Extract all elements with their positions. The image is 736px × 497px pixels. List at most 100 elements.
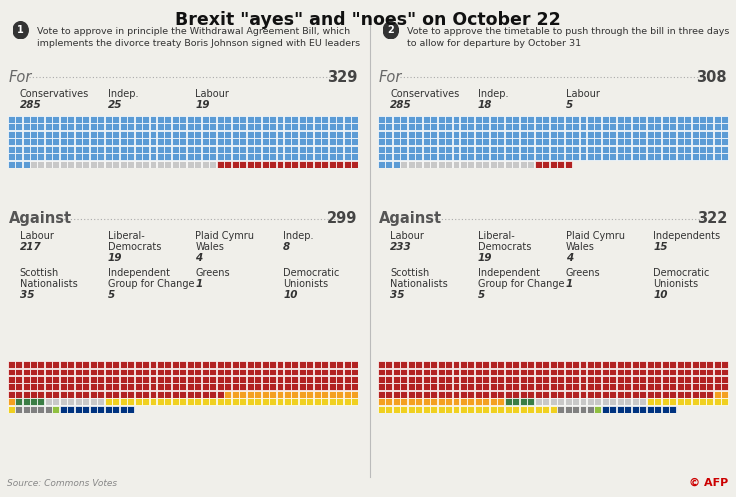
FancyBboxPatch shape (534, 368, 542, 375)
FancyBboxPatch shape (202, 384, 209, 390)
FancyBboxPatch shape (45, 384, 52, 390)
FancyBboxPatch shape (707, 399, 713, 406)
FancyBboxPatch shape (707, 391, 713, 398)
FancyBboxPatch shape (239, 368, 246, 375)
FancyBboxPatch shape (7, 368, 15, 375)
FancyBboxPatch shape (482, 368, 489, 375)
FancyBboxPatch shape (52, 368, 60, 375)
FancyBboxPatch shape (386, 406, 392, 413)
FancyBboxPatch shape (490, 391, 497, 398)
FancyBboxPatch shape (647, 368, 654, 375)
FancyBboxPatch shape (512, 376, 519, 383)
FancyBboxPatch shape (386, 376, 392, 383)
FancyBboxPatch shape (127, 391, 134, 398)
FancyBboxPatch shape (217, 399, 224, 406)
FancyBboxPatch shape (557, 391, 564, 398)
FancyBboxPatch shape (351, 123, 358, 130)
FancyBboxPatch shape (408, 406, 414, 413)
FancyBboxPatch shape (602, 391, 609, 398)
Text: 25: 25 (107, 100, 122, 110)
FancyBboxPatch shape (565, 138, 572, 145)
FancyBboxPatch shape (490, 399, 497, 406)
FancyBboxPatch shape (120, 368, 127, 375)
FancyBboxPatch shape (194, 376, 202, 383)
FancyBboxPatch shape (609, 138, 616, 145)
Text: Against: Against (9, 211, 72, 226)
FancyBboxPatch shape (7, 161, 15, 167)
FancyBboxPatch shape (617, 131, 624, 138)
FancyBboxPatch shape (721, 399, 729, 406)
FancyBboxPatch shape (157, 368, 164, 375)
FancyBboxPatch shape (595, 399, 601, 406)
FancyBboxPatch shape (640, 153, 646, 160)
FancyBboxPatch shape (520, 391, 527, 398)
FancyBboxPatch shape (202, 361, 209, 368)
FancyBboxPatch shape (595, 406, 601, 413)
FancyBboxPatch shape (224, 376, 231, 383)
FancyBboxPatch shape (714, 153, 721, 160)
FancyBboxPatch shape (180, 123, 186, 130)
FancyBboxPatch shape (299, 161, 306, 167)
FancyBboxPatch shape (662, 361, 668, 368)
FancyBboxPatch shape (408, 161, 414, 167)
FancyBboxPatch shape (460, 361, 467, 368)
FancyBboxPatch shape (15, 391, 22, 398)
FancyBboxPatch shape (699, 391, 706, 398)
FancyBboxPatch shape (164, 161, 171, 167)
FancyBboxPatch shape (647, 131, 654, 138)
FancyBboxPatch shape (684, 146, 691, 153)
FancyBboxPatch shape (542, 384, 549, 390)
FancyBboxPatch shape (209, 138, 216, 145)
FancyBboxPatch shape (38, 123, 44, 130)
FancyBboxPatch shape (269, 368, 276, 375)
FancyBboxPatch shape (624, 361, 631, 368)
FancyBboxPatch shape (460, 153, 467, 160)
FancyBboxPatch shape (105, 376, 112, 383)
FancyBboxPatch shape (445, 376, 452, 383)
FancyBboxPatch shape (112, 391, 119, 398)
FancyBboxPatch shape (527, 406, 534, 413)
FancyBboxPatch shape (75, 368, 82, 375)
FancyBboxPatch shape (329, 384, 336, 390)
FancyBboxPatch shape (527, 131, 534, 138)
FancyBboxPatch shape (482, 376, 489, 383)
FancyBboxPatch shape (45, 161, 52, 167)
FancyBboxPatch shape (254, 399, 261, 406)
FancyBboxPatch shape (542, 361, 549, 368)
FancyBboxPatch shape (105, 146, 112, 153)
FancyBboxPatch shape (692, 131, 698, 138)
FancyBboxPatch shape (527, 391, 534, 398)
FancyBboxPatch shape (38, 116, 44, 123)
FancyBboxPatch shape (602, 146, 609, 153)
FancyBboxPatch shape (647, 406, 654, 413)
FancyBboxPatch shape (386, 161, 392, 167)
FancyBboxPatch shape (336, 131, 343, 138)
FancyBboxPatch shape (393, 391, 400, 398)
Text: 4: 4 (196, 253, 202, 263)
FancyBboxPatch shape (475, 406, 482, 413)
FancyBboxPatch shape (112, 153, 119, 160)
FancyBboxPatch shape (654, 399, 661, 406)
FancyBboxPatch shape (75, 391, 82, 398)
FancyBboxPatch shape (75, 406, 82, 413)
FancyBboxPatch shape (714, 138, 721, 145)
FancyBboxPatch shape (445, 384, 452, 390)
FancyBboxPatch shape (164, 116, 171, 123)
FancyBboxPatch shape (467, 138, 475, 145)
FancyBboxPatch shape (224, 361, 231, 368)
FancyBboxPatch shape (157, 361, 164, 368)
FancyBboxPatch shape (120, 161, 127, 167)
FancyBboxPatch shape (557, 138, 564, 145)
FancyBboxPatch shape (239, 376, 246, 383)
FancyBboxPatch shape (595, 368, 601, 375)
Text: Labour: Labour (20, 231, 54, 241)
FancyBboxPatch shape (378, 391, 385, 398)
FancyBboxPatch shape (82, 391, 89, 398)
FancyBboxPatch shape (430, 361, 437, 368)
FancyBboxPatch shape (7, 146, 15, 153)
FancyBboxPatch shape (30, 116, 37, 123)
FancyBboxPatch shape (38, 138, 44, 145)
FancyBboxPatch shape (520, 123, 527, 130)
FancyBboxPatch shape (662, 406, 668, 413)
FancyBboxPatch shape (676, 123, 684, 130)
